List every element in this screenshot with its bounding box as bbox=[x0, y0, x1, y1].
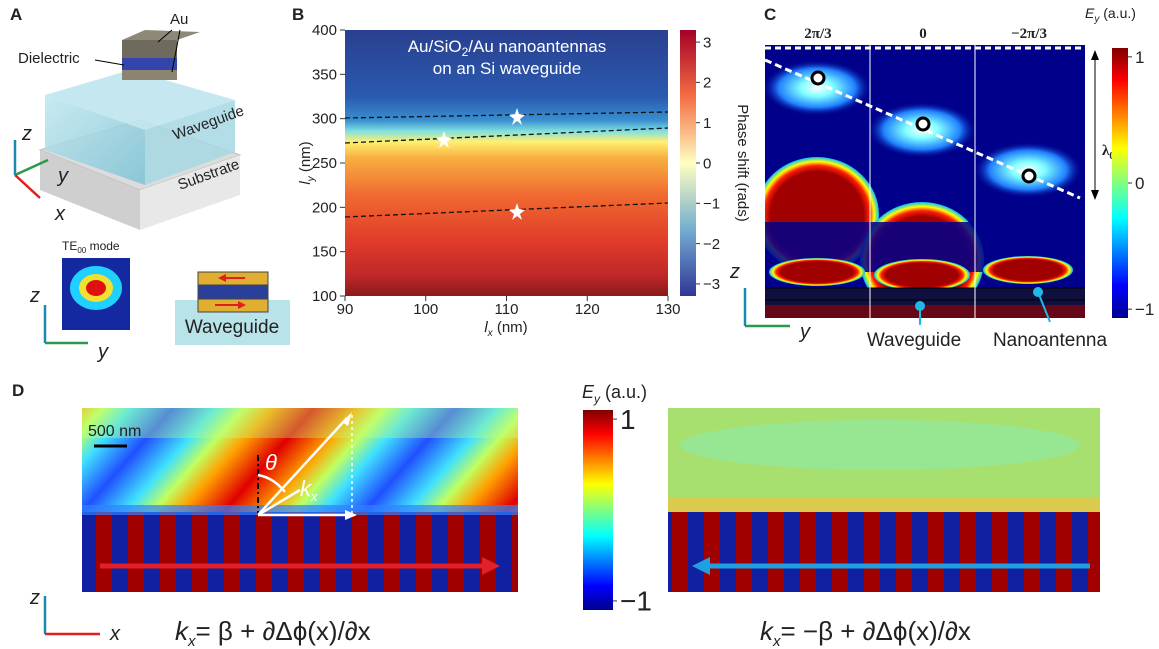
colorbar-label: Ey (a.u.) bbox=[582, 382, 647, 406]
equation: kx= β + ∂Δϕ(x)/∂x bbox=[175, 616, 371, 649]
colorbar-tick-label: 1 bbox=[620, 404, 636, 435]
wavelength: λ0 bbox=[1102, 143, 1114, 162]
plot-title: on an Si waveguide bbox=[433, 59, 581, 78]
y-tick-label: 200 bbox=[312, 199, 337, 216]
plot-title: Au/SiO2/Au nanoantennas bbox=[408, 37, 607, 59]
colorbar-tick-label: 3 bbox=[703, 34, 711, 51]
x-axis-label: lx (nm) bbox=[484, 319, 527, 339]
x-tick-label: 130 bbox=[655, 301, 680, 318]
axis-y: y bbox=[96, 341, 109, 363]
colorbar-tick-label: 2 bbox=[703, 75, 711, 92]
colorbar-tick-label: 1 bbox=[703, 115, 711, 132]
y-tick-label: 100 bbox=[312, 288, 337, 305]
column-title: 0 bbox=[919, 26, 927, 42]
y-tick-label: 250 bbox=[312, 155, 337, 172]
x-tick-label: 120 bbox=[575, 301, 600, 318]
axis-z: z bbox=[729, 261, 740, 283]
column-title: 2π/3 bbox=[804, 26, 831, 42]
schematic-label: Waveguide bbox=[185, 317, 279, 338]
y-axis-label: ly (nm) bbox=[297, 141, 317, 184]
axis-x: x bbox=[54, 203, 66, 225]
y-tick-label: 300 bbox=[312, 111, 337, 128]
scale-bar-label: 500 nm bbox=[88, 423, 141, 440]
panel-label: D bbox=[12, 381, 24, 400]
axis-y: y bbox=[56, 165, 69, 187]
axis-z: z bbox=[29, 587, 40, 609]
colorbar bbox=[680, 30, 696, 296]
column-title: −2π/3 bbox=[1011, 26, 1047, 42]
label-dielectric: Dielectric bbox=[18, 50, 80, 67]
x-tick-label: 90 bbox=[337, 301, 354, 318]
equation: kx= −β + ∂Δϕ(x)/∂x bbox=[760, 616, 971, 649]
y-tick-label: 150 bbox=[312, 244, 337, 261]
label-au: Au bbox=[170, 11, 188, 28]
axis-x: x bbox=[109, 623, 121, 645]
colorbar-tick-label: −1 bbox=[1135, 300, 1154, 319]
phase-map bbox=[345, 30, 668, 296]
colorbar-tick-label: 0 bbox=[703, 155, 711, 172]
mode-label: TE00 mode bbox=[62, 239, 120, 255]
angle-label: θ bbox=[265, 450, 277, 475]
colorbar-label: Phase shift (rads) bbox=[734, 104, 751, 222]
wavevector-label: kx bbox=[300, 476, 318, 504]
colorbar-tick-label: −1 bbox=[620, 586, 652, 617]
panel-label: A bbox=[10, 5, 22, 24]
colorbar-tick-label: −1 bbox=[703, 196, 720, 213]
y-tick-label: 400 bbox=[312, 22, 337, 39]
label-nanoantenna: Nanoantenna bbox=[993, 330, 1108, 351]
colorbar-tick-label: 0 bbox=[1135, 174, 1144, 193]
colorbar bbox=[583, 410, 613, 610]
colorbar-tick-label: 1 bbox=[1135, 48, 1144, 67]
colorbar-tick-label: −2 bbox=[703, 236, 720, 253]
colorbar bbox=[1112, 48, 1128, 318]
axis-z: z bbox=[29, 285, 40, 307]
axis-y: y bbox=[798, 321, 811, 343]
panel-label: C bbox=[764, 5, 776, 24]
x-tick-label: 110 bbox=[495, 301, 519, 318]
axis-z: z bbox=[21, 123, 32, 145]
x-tick-label: 100 bbox=[413, 301, 438, 318]
label-waveguide: Waveguide bbox=[867, 330, 961, 351]
colorbar-tick-label: −3 bbox=[703, 276, 720, 293]
colorbar-label: Ey (a.u.) bbox=[1085, 5, 1136, 25]
y-tick-label: 350 bbox=[312, 66, 337, 83]
panel-label: B bbox=[292, 5, 304, 24]
